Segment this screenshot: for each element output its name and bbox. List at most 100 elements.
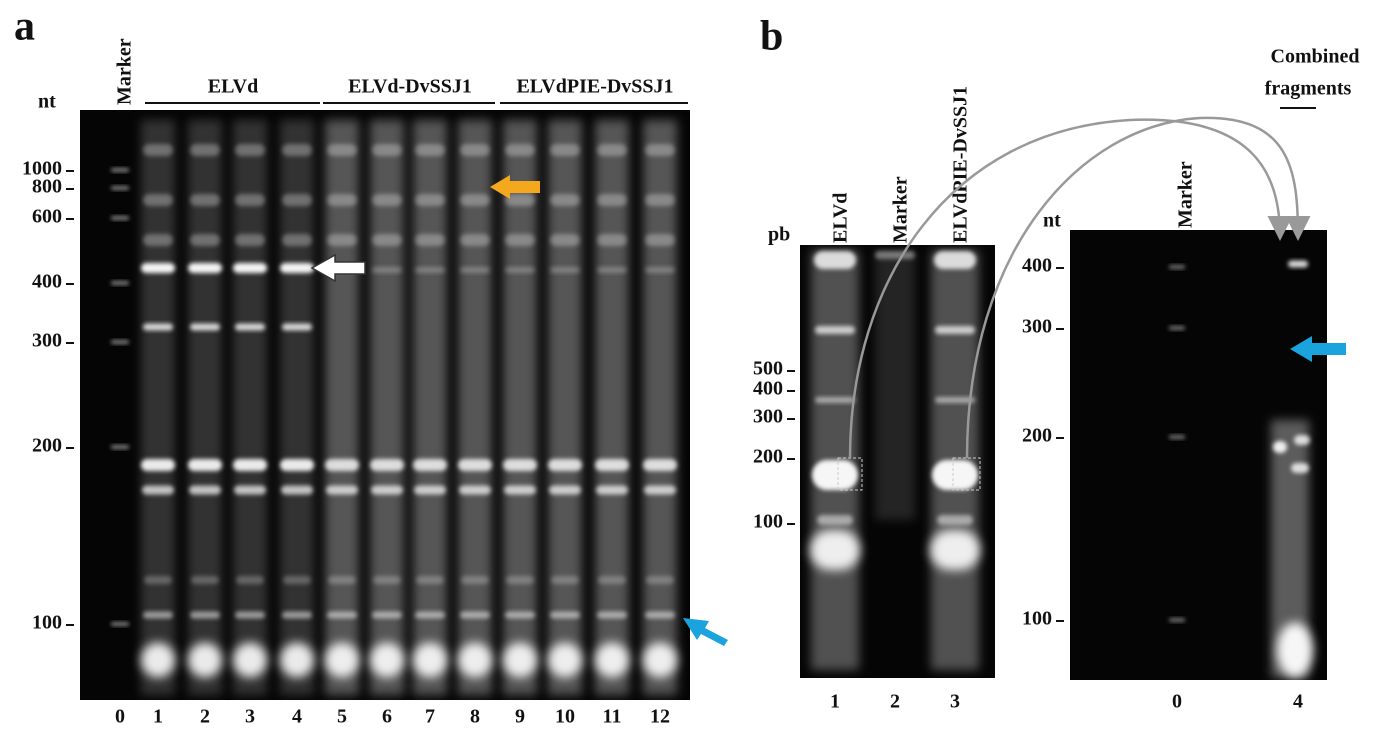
- size-marker-label: 600: [32, 206, 62, 228]
- band: [191, 576, 219, 584]
- band: [810, 530, 860, 570]
- panel-letter: a: [14, 4, 35, 50]
- band: [415, 144, 445, 156]
- unit-label: nt: [38, 91, 56, 113]
- lane-smear: [413, 120, 447, 695]
- band: [143, 234, 173, 246]
- band: [111, 216, 129, 220]
- lane-number: 11: [603, 706, 622, 728]
- band: [111, 186, 129, 190]
- size-marker-label: 400: [753, 378, 783, 400]
- lane-smear: [188, 120, 222, 695]
- band: [282, 144, 312, 156]
- blue-arrow: [683, 618, 728, 646]
- band: [1288, 260, 1308, 268]
- band: [413, 642, 447, 678]
- band: [372, 144, 402, 156]
- band: [370, 459, 404, 471]
- band: [188, 263, 222, 273]
- band: [1169, 265, 1185, 269]
- lane-number: 2: [890, 691, 900, 713]
- band: [190, 144, 220, 156]
- lane-number: 7: [425, 706, 435, 728]
- band: [504, 485, 536, 495]
- lane-number: 4: [1293, 691, 1303, 713]
- annotation: Combined: [1271, 46, 1360, 68]
- band: [416, 576, 444, 584]
- lane-number: 8: [470, 706, 480, 728]
- white-arrow: [310, 253, 366, 283]
- band: [235, 234, 265, 246]
- connector-arrow: [848, 118, 1293, 459]
- band: [327, 234, 357, 246]
- band: [597, 194, 627, 206]
- band: [930, 530, 980, 570]
- band: [503, 459, 537, 471]
- lane-number: 3: [950, 691, 960, 713]
- lane-number: 4: [292, 706, 302, 728]
- lane-number: 2: [200, 706, 210, 728]
- band: [550, 234, 580, 246]
- band: [235, 144, 265, 156]
- band: [597, 267, 627, 273]
- group-label: ELVd: [208, 76, 258, 98]
- lane-header: ELVd: [830, 193, 852, 243]
- band: [111, 168, 129, 172]
- size-marker-label: 300: [32, 330, 62, 352]
- band: [595, 642, 629, 678]
- size-marker-label: 400: [32, 271, 62, 293]
- size-marker-label: 800: [32, 176, 62, 198]
- band: [458, 642, 492, 678]
- band: [505, 611, 535, 619]
- band: [372, 267, 402, 273]
- band: [282, 234, 312, 246]
- band: [597, 611, 627, 619]
- band: [1273, 441, 1287, 453]
- lane-smear: [548, 120, 582, 695]
- lanes: [111, 120, 1313, 695]
- band: [141, 459, 175, 471]
- band: [461, 576, 489, 584]
- band: [281, 485, 313, 495]
- arrows: [310, 116, 1346, 646]
- band: [1277, 622, 1313, 678]
- band: [235, 194, 265, 206]
- band: [505, 194, 535, 206]
- band: [934, 251, 976, 269]
- band: [935, 326, 975, 334]
- band: [875, 251, 915, 259]
- connector-arrow: [965, 116, 1311, 459]
- band: [815, 326, 855, 334]
- band: [645, 194, 675, 206]
- band: [415, 611, 445, 619]
- band: [646, 576, 674, 584]
- lane-header: ELVdPIE-DvSSJ1: [950, 86, 972, 243]
- band: [645, 267, 675, 273]
- panel-letter: b: [760, 14, 783, 60]
- band: [415, 234, 445, 246]
- lane-smear: [458, 120, 492, 695]
- lane-smear: [280, 120, 314, 695]
- band: [815, 397, 855, 403]
- band: [188, 459, 222, 471]
- band: [143, 144, 173, 156]
- band: [1291, 463, 1309, 473]
- band: [141, 642, 175, 678]
- band: [190, 194, 220, 206]
- band: [415, 194, 445, 206]
- band: [643, 459, 677, 471]
- lane-smear: [325, 120, 359, 695]
- size-marker-label: 100: [753, 511, 783, 533]
- band: [189, 485, 221, 495]
- band: [111, 340, 129, 344]
- lane-smear: [875, 250, 915, 520]
- band: [280, 459, 314, 471]
- size-marker-label: 300: [753, 406, 783, 428]
- band: [280, 642, 314, 678]
- band: [371, 485, 403, 495]
- lane-smear: [503, 120, 537, 695]
- lane-number: 12: [650, 706, 670, 728]
- band: [415, 267, 445, 273]
- band: [327, 611, 357, 619]
